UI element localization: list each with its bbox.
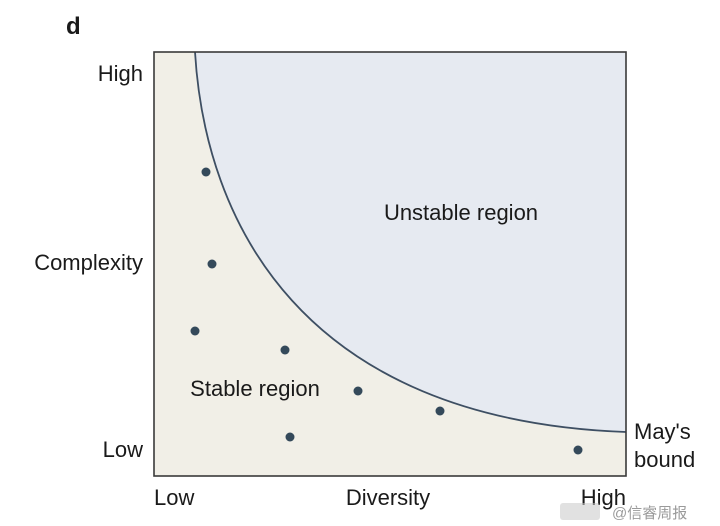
y-axis-title: Complexity: [34, 250, 143, 275]
mays-bound-label-line1: May's: [634, 419, 691, 444]
x-axis-low-label: Low: [154, 485, 194, 510]
stable-region-label: Stable region: [190, 376, 320, 401]
data-point: [435, 406, 445, 416]
data-point: [207, 259, 217, 269]
plot-frame: [153, 51, 627, 477]
mays-bound-label-line2: bound: [634, 447, 695, 472]
watermark-text: @信睿周报: [612, 505, 687, 522]
watermark-logo-icon: [560, 503, 600, 520]
data-point: [573, 445, 583, 455]
data-point: [280, 345, 290, 355]
data-point: [190, 326, 200, 336]
unstable-region-area: [195, 52, 626, 432]
mays-bound-curve: [194, 51, 627, 433]
watermark: @信睿周报: [560, 503, 687, 522]
data-point: [285, 432, 295, 442]
unstable-region-label: Unstable region: [384, 200, 538, 225]
x-axis-title: Diversity: [346, 485, 430, 510]
panel-label: d: [66, 13, 81, 40]
data-points: [190, 167, 583, 455]
y-axis-high-label: High: [98, 61, 143, 86]
data-point: [201, 167, 211, 177]
y-axis-low-label: Low: [103, 437, 143, 462]
data-point: [353, 386, 363, 396]
